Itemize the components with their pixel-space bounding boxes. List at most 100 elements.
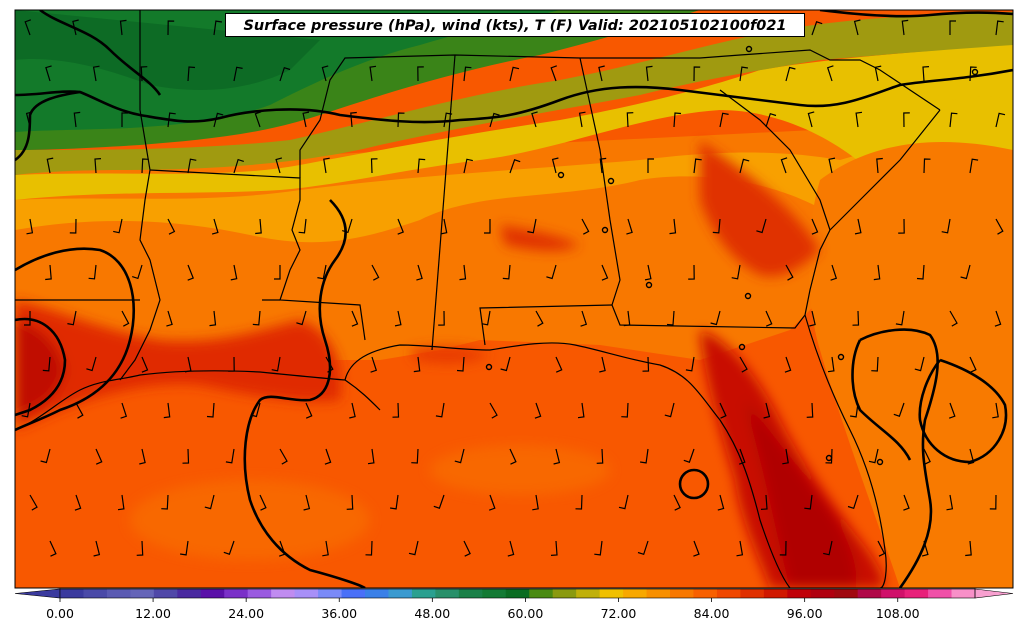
- colorbar-swatch: [951, 589, 976, 598]
- colorbar-swatch: [529, 589, 554, 598]
- wind-barb: [24, 19, 32, 36]
- wind-barb: [24, 311, 31, 326]
- wind-barb: [206, 402, 215, 418]
- colorbar-swatch: [200, 589, 225, 598]
- colorbar-swatch: [599, 589, 624, 598]
- colorbar-swatch: [787, 589, 812, 598]
- wind-barb: [489, 402, 498, 419]
- colorbar-swatch: [365, 589, 389, 598]
- wind-barb: [995, 112, 1006, 128]
- colorbar-tick-label: 48.00: [414, 606, 451, 621]
- wind-barb: [642, 356, 650, 372]
- colorbar-swatch: [435, 589, 460, 598]
- wind-barb: [535, 310, 544, 327]
- colorbar-swatch: [83, 589, 108, 598]
- wind-barb: [187, 158, 197, 174]
- wind-barb: [454, 448, 465, 464]
- wind-barb: [317, 264, 327, 280]
- colorbar-swatch: [740, 589, 765, 598]
- wind-barb: [45, 264, 52, 281]
- gulf-patch: [130, 480, 370, 560]
- wind-barb: [640, 448, 649, 464]
- wind-barb: [645, 65, 653, 82]
- wind-barb: [923, 448, 931, 465]
- wind-barb: [828, 157, 836, 174]
- wind-barb: [669, 218, 677, 235]
- wind-barb: [765, 112, 777, 128]
- wind-barb: [213, 20, 222, 36]
- land-orange-light: [15, 110, 1013, 243]
- wind-barb: [75, 402, 84, 419]
- wind-barb: [440, 218, 448, 235]
- colorbar-swatch: [552, 589, 577, 598]
- wind-barb: [370, 158, 378, 174]
- wind-barb: [211, 218, 219, 235]
- wind-barb: [739, 66, 748, 82]
- colorbar-swatch: [857, 589, 882, 598]
- wind-barb: [626, 218, 633, 235]
- wind-barb: [95, 448, 103, 465]
- colorbar-swatch: [224, 589, 249, 598]
- wind-barb: [42, 356, 51, 372]
- wind-barb: [916, 264, 925, 280]
- wind-barb: [532, 494, 539, 511]
- wind-barb: [233, 66, 243, 82]
- wind-barb: [324, 448, 332, 465]
- wind-barb: [323, 157, 330, 174]
- plot-frame: [14, 9, 1014, 589]
- wind-barb: [621, 402, 629, 418]
- wind-barb: [731, 264, 741, 280]
- wind-barb: [637, 540, 649, 556]
- wind-barb: [120, 402, 128, 419]
- wind-barb: [903, 112, 910, 128]
- colorbar-swatch: [928, 589, 953, 598]
- wind-barb: [351, 310, 359, 327]
- wind-barb: [67, 310, 77, 326]
- wind-barb: [187, 66, 196, 82]
- wind-barb: [712, 218, 721, 234]
- wind-barb: [527, 218, 537, 234]
- wind-barb: [346, 494, 354, 510]
- wind-barb: [551, 157, 559, 174]
- wind-barb: [785, 264, 794, 281]
- wind-barb: [408, 540, 419, 556]
- wind-barb: [88, 264, 97, 280]
- wind-barb: [296, 310, 307, 326]
- station-markers: [485, 45, 979, 466]
- land-yellow: [15, 40, 1013, 200]
- wind-barb: [49, 540, 57, 557]
- wind-barb: [594, 540, 603, 556]
- wind-barb: [830, 264, 838, 281]
- hot-zones: [15, 140, 884, 588]
- wind-barb: [369, 65, 377, 82]
- wind-barb: [601, 264, 609, 281]
- wind-barb: [167, 218, 176, 235]
- wind-barb: [397, 218, 404, 235]
- wind-barb: [811, 218, 819, 235]
- wind-barb: [29, 494, 38, 511]
- wind-barb: [949, 20, 956, 35]
- colorbar-swatch: [247, 589, 272, 598]
- wind-barb: [736, 540, 744, 557]
- wind-barb: [489, 112, 500, 128]
- wind-barb: [688, 264, 695, 280]
- wind-barb: [989, 494, 997, 510]
- wind-barb: [555, 356, 563, 373]
- wind-barb: [119, 19, 127, 36]
- wind-barb: [546, 264, 557, 280]
- wind-barb: [739, 158, 750, 174]
- wind-barb: [581, 218, 590, 235]
- wind-barb: [509, 66, 520, 82]
- wind-barb: [223, 540, 235, 555]
- wind-barb: [481, 310, 491, 326]
- wind-barb: [949, 112, 958, 128]
- wind-barb: [967, 448, 975, 465]
- wind-barb: [580, 310, 588, 327]
- wind-barb: [785, 66, 796, 82]
- wind-barb: [807, 111, 815, 128]
- wind-barb: [73, 111, 81, 128]
- wind-barb: [298, 218, 307, 234]
- colorbar-swatch: [130, 589, 155, 598]
- wind-barb: [874, 65, 882, 82]
- wind-barb: [995, 218, 1004, 235]
